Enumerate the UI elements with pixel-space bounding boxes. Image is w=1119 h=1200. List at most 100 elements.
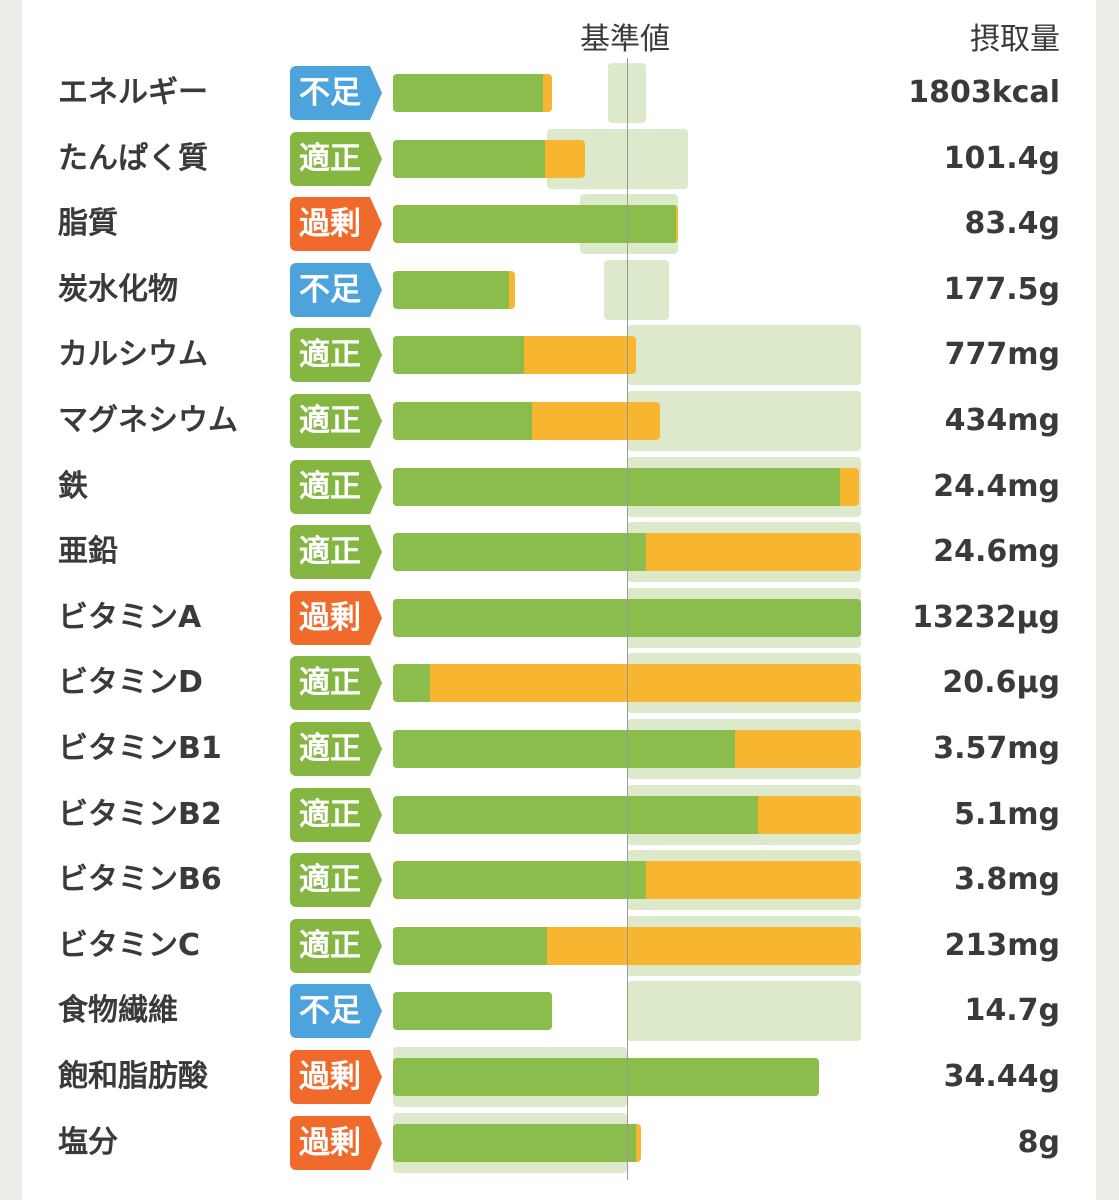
intake-value: 13232μg [912,599,1060,635]
status-badge: 適正 [290,722,382,776]
intake-value: 34.44g [943,1059,1060,1094]
nutrient-card: 基準値 摂取量 エネルギー 不足 1803kcal たんぱく質 適正 101.4g 脂質 過剰… [22,0,1096,1200]
intake-bar [393,139,585,178]
intake-bar-green-segment [393,139,545,178]
status-badge: 適正 [290,525,382,580]
nutrient-name: ビタミンA [58,599,202,635]
intake-value: 20.6μg [942,665,1060,701]
intake-bar [393,1123,642,1162]
nutrient-name: ビタミンC [58,927,201,963]
nutrient-row: ビタミンB1 適正 3.57mg [22,718,1096,780]
status-badge: 適正 [290,131,382,186]
intake-value: 101.4g [943,140,1060,176]
reference-line [627,58,628,1180]
intake-value: 434mg [944,403,1060,438]
intake-bar [393,74,553,112]
nutrient-row: カルシウム 適正 777mg [22,324,1096,386]
intake-bar [393,205,679,244]
status-badge: 不足 [290,262,382,317]
nutrient-name: 炭水化物 [58,271,178,307]
nutrient-name: 食物繊維 [58,993,178,1029]
intake-value: 777mg [944,337,1060,373]
intake-bar-green-segment [393,533,646,572]
nutrient-row: 炭水化物 不足 177.5g [22,259,1096,321]
status-badge: 不足 [290,984,382,1039]
nutrient-row: ビタミンA 過剰 13232μg [22,587,1096,649]
nutrient-row: たんぱく質 適正 101.4g [22,128,1096,190]
nutrient-name: エネルギー [58,75,208,110]
intake-bar-green-segment [393,992,553,1031]
nutrient-row: ビタミンB2 適正 5.1mg [22,784,1096,846]
nutrient-name: ビタミンB6 [58,862,222,898]
nutrient-row: 鉄 適正 24.4mg [22,456,1096,518]
nutrient-name: マグネシウム [58,403,238,438]
nutrient-name: ビタミンB2 [58,796,222,832]
intake-bar [393,270,515,309]
intake-bar-green-segment [393,861,646,900]
nutrient-name: ビタミンB1 [58,731,222,766]
status-badge: 過剰 [290,1050,382,1104]
reference-range-band [627,325,861,386]
nutrient-name: 脂質 [58,206,118,242]
nutrient-row: ビタミンB6 適正 3.8mg [22,849,1096,911]
nutrient-row: 飽和脂肪酸 過剰 34.44g [22,1046,1096,1108]
intake-value: 14.7g [964,993,1061,1029]
intake-bar-green-segment [393,402,532,440]
nutrient-name: ビタミンD [58,665,203,701]
intake-bar-green-segment [393,336,525,375]
intake-bar-green-segment [393,1123,637,1162]
status-badge: 適正 [290,853,382,908]
intake-value: 24.6mg [933,534,1060,570]
status-badge: 適正 [290,787,382,842]
intake-bar-green-segment [393,926,548,965]
intake-value: 1803kcal [908,75,1060,110]
intake-value: 5.1mg [954,796,1060,832]
intake-bar-green-segment [393,467,841,506]
nutrient-name: カルシウム [58,337,208,373]
nutrient-name: 飽和脂肪酸 [58,1059,208,1094]
nutrient-row: マグネシウム 適正 434mg [22,390,1096,452]
intake-bar [393,467,859,506]
status-badge: 適正 [290,656,382,711]
nutrient-row: 塩分 過剰 8g [22,1112,1096,1174]
reference-range-band [608,63,646,123]
status-badge: 適正 [290,459,382,514]
intake-header: 摂取量 [970,22,1060,57]
nutrient-row: 脂質 過剰 83.4g [22,193,1096,255]
intake-value: 24.4mg [933,468,1060,504]
intake-bar-green-segment [393,1058,819,1096]
intake-bar-green-segment [393,730,735,768]
nutrient-row: ビタミンC 適正 213mg [22,915,1096,977]
nutrient-name: 塩分 [58,1124,118,1160]
nutrient-name: たんぱく質 [58,140,208,176]
reference-range-band [603,259,670,320]
status-badge: 適正 [290,918,382,973]
intake-value: 177.5g [943,271,1060,307]
status-badge: 不足 [290,66,382,120]
intake-value: 3.57mg [933,731,1060,766]
reference-value-header: 基準値 [580,22,670,57]
reference-range-band [627,981,861,1042]
intake-bar-green-segment [393,270,509,309]
status-badge: 適正 [290,328,382,383]
nutrient-row: 食物繊維 不足 14.7g [22,980,1096,1042]
intake-bar [393,992,553,1031]
intake-bar-green-segment [393,795,759,834]
intake-bar-green-segment [393,205,676,244]
intake-value: 3.8mg [954,862,1060,898]
intake-bar-green-segment [393,664,431,703]
nutrient-name: 鉄 [58,468,88,504]
status-badge: 過剰 [290,1115,382,1170]
intake-value: 213mg [944,927,1060,963]
status-badge: 適正 [290,394,382,448]
intake-bar-green-segment [393,74,543,112]
status-badge: 過剰 [290,590,382,645]
intake-value: 8g [1017,1124,1060,1160]
intake-bar [393,336,637,375]
intake-bar [393,1058,819,1096]
reference-range-band [627,391,861,451]
intake-value: 83.4g [964,206,1061,242]
nutrient-name: 亜鉛 [58,534,118,570]
intake-bar [393,402,660,440]
nutrient-row: ビタミンD 適正 20.6μg [22,652,1096,714]
